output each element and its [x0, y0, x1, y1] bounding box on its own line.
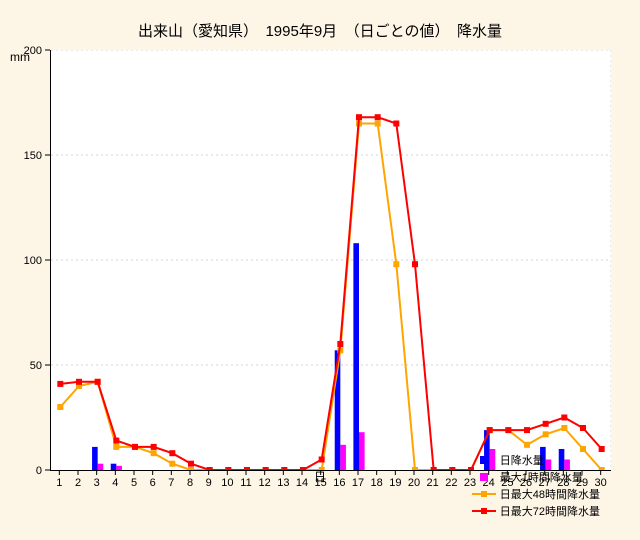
legend-label: 日降水量 [500, 452, 544, 468]
svg-text:19: 19 [389, 477, 401, 489]
legend-swatch [472, 455, 496, 465]
svg-text:12: 12 [259, 477, 271, 489]
svg-text:21: 21 [427, 477, 439, 489]
legend-label: 日最大72時間降水量 [500, 503, 600, 519]
svg-text:11: 11 [240, 477, 251, 489]
svg-text:150: 150 [24, 150, 42, 162]
svg-text:17: 17 [352, 477, 364, 489]
legend-item: 最大1時間降水量 [472, 469, 600, 485]
svg-text:50: 50 [30, 360, 42, 372]
legend-swatch [472, 489, 496, 499]
svg-text:1: 1 [56, 477, 62, 489]
svg-text:100: 100 [24, 255, 42, 267]
plot-area [50, 50, 611, 471]
svg-text:13: 13 [277, 477, 289, 489]
plot-svg [51, 50, 611, 470]
legend-swatch [472, 506, 496, 516]
svg-text:9: 9 [206, 477, 212, 489]
chart-title: 出来山（愛知県） 1995年9月 （日ごとの値） 降水量 [0, 20, 640, 41]
x-axis-label: 日 [314, 468, 326, 485]
svg-text:16: 16 [333, 477, 345, 489]
legend-swatch [472, 472, 496, 482]
svg-text:2: 2 [75, 477, 81, 489]
legend: 日降水量最大1時間降水量日最大48時間降水量日最大72時間降水量 [472, 451, 600, 520]
svg-text:4: 4 [112, 477, 118, 489]
svg-text:0: 0 [36, 465, 42, 477]
chart-container: 出来山（愛知県） 1995年9月 （日ごとの値） 降水量 mm 05010015… [0, 0, 640, 540]
svg-text:20: 20 [408, 477, 420, 489]
svg-text:8: 8 [187, 477, 193, 489]
svg-text:5: 5 [131, 477, 137, 489]
y-axis-label: mm [10, 50, 30, 64]
svg-text:22: 22 [445, 477, 457, 489]
legend-label: 日最大48時間降水量 [500, 486, 600, 502]
legend-label: 最大1時間降水量 [500, 469, 583, 485]
svg-text:7: 7 [168, 477, 174, 489]
svg-text:14: 14 [296, 477, 308, 489]
svg-text:3: 3 [94, 477, 100, 489]
svg-text:10: 10 [221, 477, 233, 489]
legend-item: 日最大72時間降水量 [472, 503, 600, 519]
legend-item: 日降水量 [472, 452, 600, 468]
legend-item: 日最大48時間降水量 [472, 486, 600, 502]
svg-text:6: 6 [150, 477, 156, 489]
svg-text:18: 18 [371, 477, 383, 489]
